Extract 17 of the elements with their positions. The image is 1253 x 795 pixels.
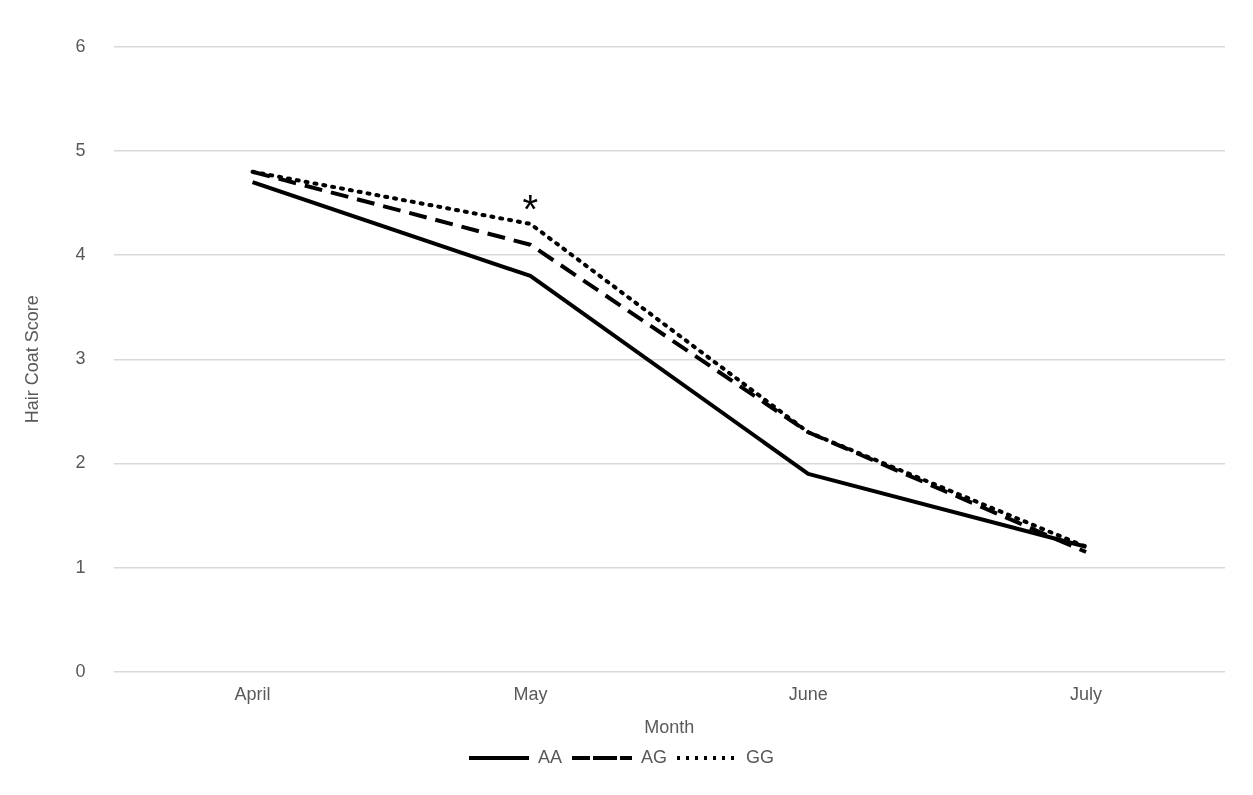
x-tick-label: May	[513, 683, 548, 704]
y-tick-label: 6	[75, 35, 86, 56]
legend-label: GG	[746, 746, 775, 767]
x-axis-title: Month	[644, 717, 695, 738]
legend-label: AA	[537, 746, 563, 767]
y-tick-label: 5	[75, 139, 86, 160]
legend-label: AG	[641, 746, 668, 767]
x-tick-label: July	[1070, 683, 1103, 704]
y-axis-title: Hair Coat Score	[21, 295, 42, 424]
y-tick-label: 3	[75, 348, 86, 369]
y-tick-label: 0	[75, 660, 86, 681]
y-tick-label: 2	[75, 452, 86, 473]
y-tick-label: 4	[75, 244, 86, 265]
annotation: *	[522, 186, 539, 231]
y-tick-label: 1	[75, 556, 86, 577]
x-tick-label: April	[234, 683, 271, 704]
x-tick-label: June	[788, 683, 828, 704]
